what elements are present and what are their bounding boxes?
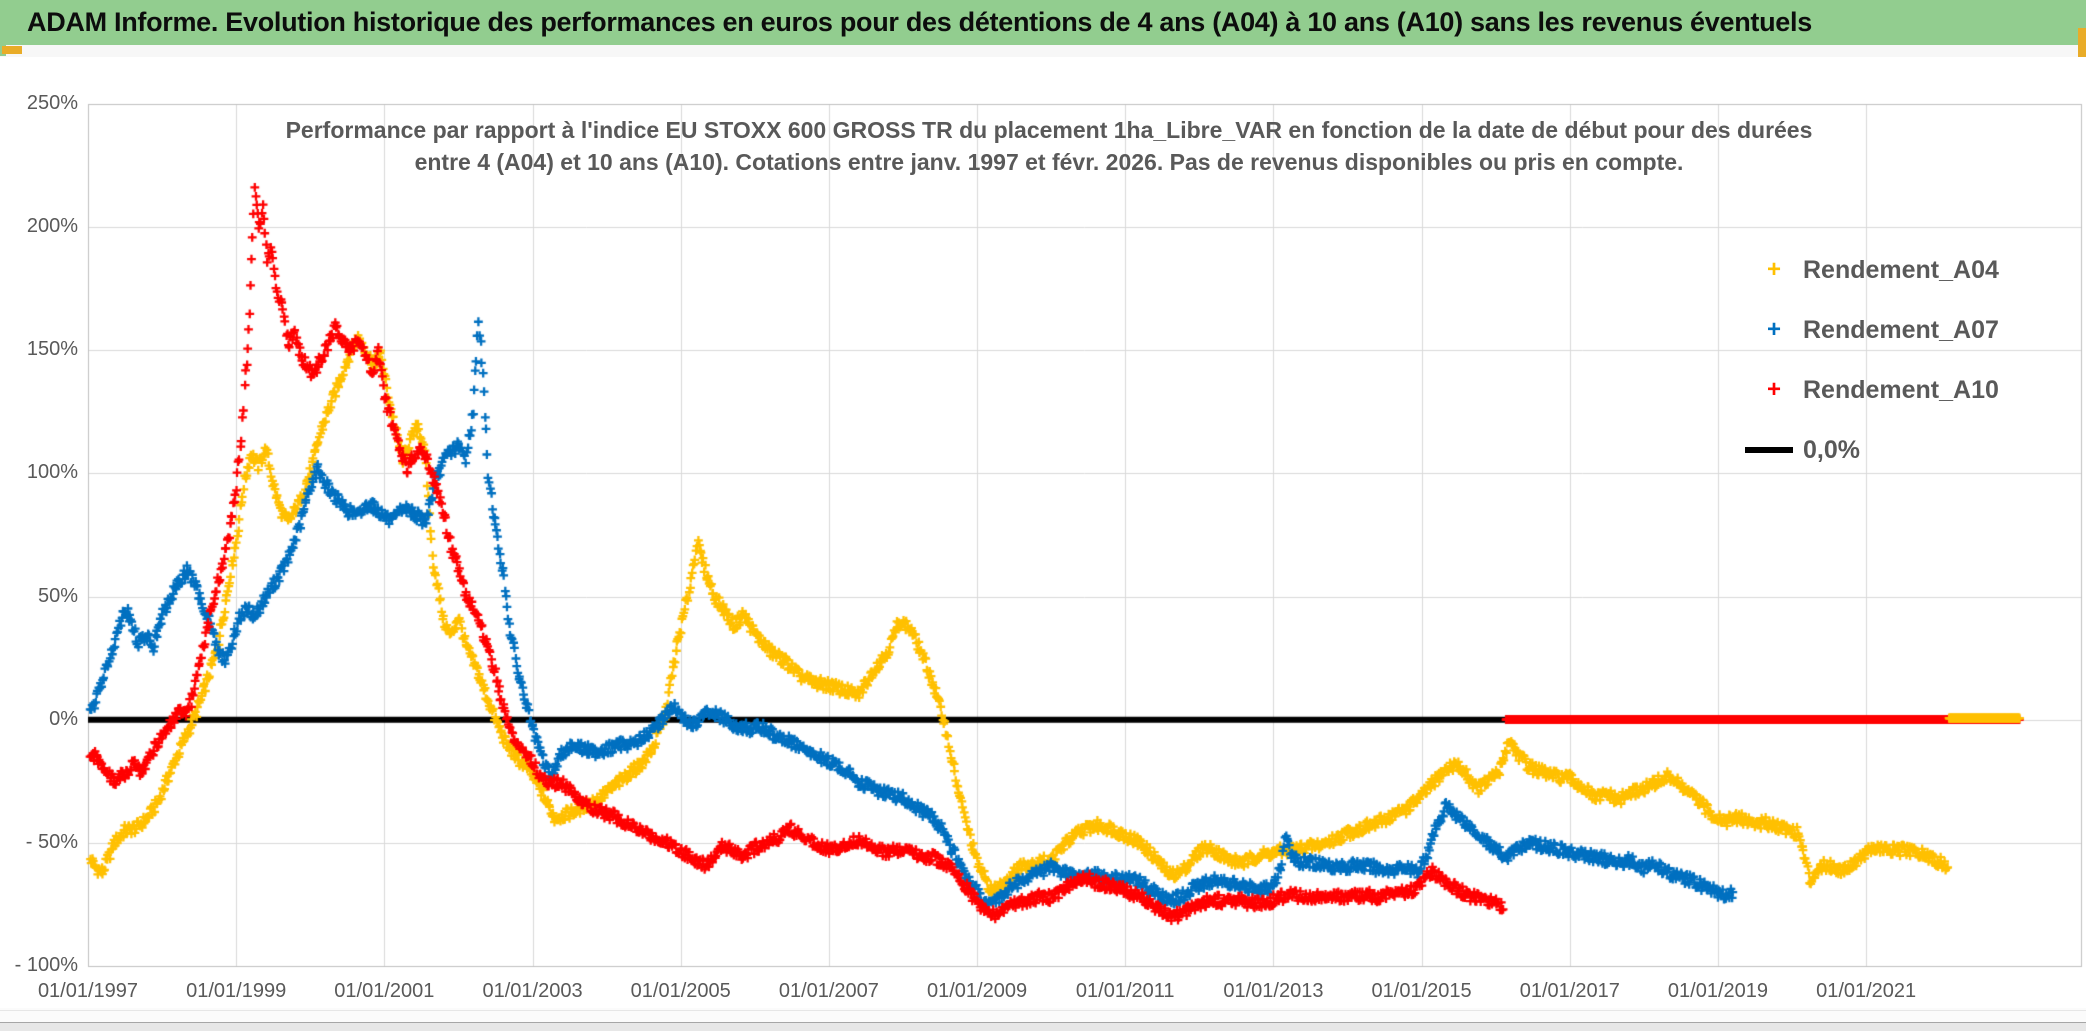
legend-item-a07[interactable]: + Rendement_A07	[1745, 300, 1999, 360]
plus-marker-icon: +	[1766, 316, 1781, 343]
chart-canvas[interactable]	[0, 57, 2086, 1008]
strip-band	[0, 1023, 2086, 1031]
y-tick-label: 0%	[49, 707, 78, 730]
y-tick-label: 50%	[37, 584, 78, 607]
strip-rule	[0, 1010, 2086, 1011]
title-bar: ADAM Informe. Evolution historique des p…	[0, 0, 2086, 45]
chart-legend: + Rendement_A04 + Rendement_A07 + Rendem…	[1745, 240, 1999, 480]
y-tick-label: - 50%	[25, 830, 78, 853]
x-tick-label: 01/01/1997	[37, 980, 139, 1002]
x-tick-label: 01/01/2019	[1667, 980, 1768, 1002]
legend-label: 0,0%	[1803, 435, 1860, 464]
x-tick-label: 01/01/2021	[1816, 980, 1917, 1002]
chart-subtitle-line1: Performance par rapport à l'indice EU ST…	[285, 117, 1813, 143]
y-tick-label: - 100%	[14, 954, 78, 976]
y-tick-label: 250%	[26, 92, 78, 114]
y-tick-label: 100%	[26, 461, 78, 484]
y-tick-label: 200%	[26, 215, 78, 238]
x-tick-label: 01/01/2007	[778, 980, 879, 1002]
x-tick-label: 01/01/2005	[630, 980, 731, 1002]
legend-item-a04[interactable]: + Rendement_A04	[1745, 240, 1999, 300]
plus-marker-icon: +	[1766, 376, 1781, 403]
x-tick-label: 01/01/2003	[482, 980, 583, 1002]
status-strip	[0, 1008, 2086, 1031]
accent-square-top-left	[2, 46, 22, 54]
zero-line-swatch	[1745, 447, 1793, 453]
strip-rule	[0, 1022, 2086, 1023]
accent-square-top-right	[2078, 28, 2086, 62]
x-tick-label: 01/01/2017	[1519, 980, 1620, 1002]
page-title: ADAM Informe. Evolution historique des p…	[27, 7, 1812, 37]
legend-label: Rendement_A10	[1803, 375, 1999, 404]
y-tick-label: 150%	[26, 338, 78, 361]
legend-item-a10[interactable]: + Rendement_A10	[1745, 360, 1999, 420]
x-tick-label: 01/01/2009	[927, 980, 1028, 1002]
plus-marker-icon: +	[1766, 256, 1781, 283]
legend-label: Rendement_A04	[1803, 255, 1999, 284]
legend-item-zero-line[interactable]: 0,0%	[1745, 420, 1999, 480]
x-tick-label: 01/01/1999	[186, 980, 287, 1002]
x-tick-label: 01/01/2011	[1075, 980, 1175, 1002]
legend-label: Rendement_A07	[1803, 315, 1999, 344]
x-tick-label: 01/01/2015	[1371, 980, 1472, 1002]
chart-area: Performance par rapport à l'indice EU ST…	[0, 57, 2086, 1008]
x-tick-label: 01/01/2013	[1223, 980, 1324, 1002]
chart-subtitle-line2: entre 4 (A04) et 10 ans (A10). Cotations…	[414, 149, 1684, 175]
x-tick-label: 01/01/2001	[334, 980, 435, 1002]
